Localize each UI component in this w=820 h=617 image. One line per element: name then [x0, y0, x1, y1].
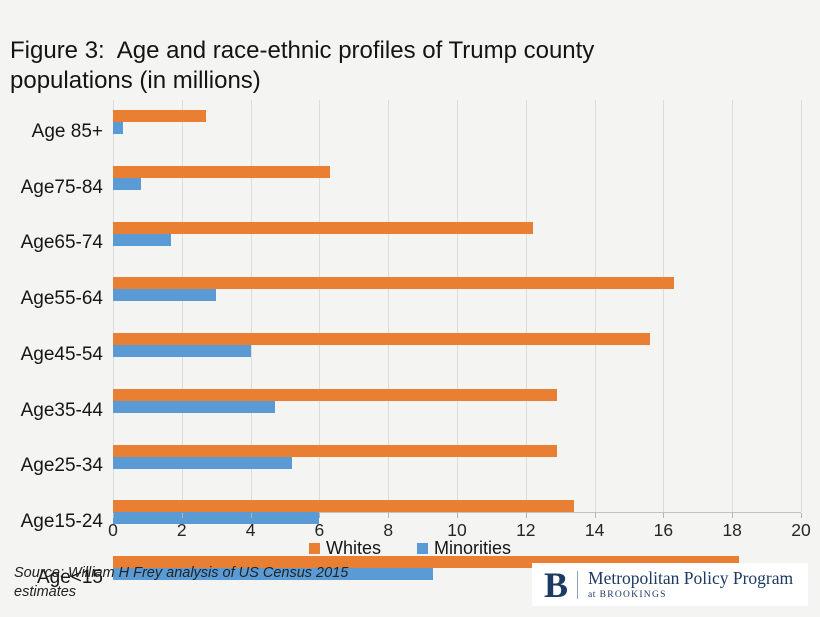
- source-note: Source: William H Frey analysis of US Ce…: [14, 565, 349, 600]
- brookings-b-icon: B: [544, 564, 569, 605]
- bar-rows: Age 85+ Age75-84 Age65-74 Age55-64 Age45-54 A…: [21, 100, 801, 588]
- legend-item-minorities: Minorities: [416, 538, 512, 559]
- bar-whites: [113, 388, 557, 401]
- minorities-swatch-icon: [416, 543, 428, 554]
- x-tick-mark: [594, 513, 596, 518]
- whites-swatch-icon: [308, 543, 320, 554]
- x-axis: 0 2 4 6 8 10 12 14 16 18 20: [108, 512, 811, 542]
- bar-minorities: [113, 400, 275, 413]
- bar-whites: [113, 110, 206, 122]
- bar-whites: [113, 221, 533, 234]
- plot-area: Age 85+ Age75-84 Age65-74 Age55-64 Age45-54 A…: [21, 100, 802, 588]
- x-tick-label: 0: [108, 520, 118, 540]
- category-label: Age45-54: [20, 344, 103, 366]
- legend-item-whites: Whites: [308, 538, 381, 559]
- x-tick-label: 14: [584, 520, 605, 540]
- logo-divider: [577, 570, 579, 599]
- bar-minorities: [113, 289, 217, 302]
- bar-minorities: [113, 122, 124, 134]
- x-tick-mark: [663, 513, 665, 518]
- category-row: Age75-84: [21, 165, 801, 212]
- x-tick-mark: [457, 513, 458, 518]
- bar-whites: [113, 444, 557, 457]
- brookings-logo: B Metropolitan Policy Program at BROOKIN…: [532, 563, 808, 606]
- category-row: Age15-24: [21, 500, 801, 546]
- bar-minorities: [113, 512, 320, 525]
- category-label: Age 85+: [31, 120, 103, 142]
- category-row: Age35-44: [21, 388, 801, 435]
- bar-minorities: [113, 345, 251, 358]
- x-tick-label: 12: [516, 520, 536, 540]
- x-tick-mark: [801, 513, 802, 518]
- x-tick-mark: [250, 513, 252, 518]
- x-tick-label: 8: [383, 520, 394, 540]
- logo-at: at: [588, 589, 596, 600]
- category-row: Age25-34: [21, 444, 801, 491]
- gridline: [457, 100, 458, 512]
- bar-minorities: [113, 456, 292, 469]
- gridline: [594, 100, 596, 512]
- x-tick-label: 2: [176, 520, 187, 540]
- category-row: Age 85+: [32, 110, 801, 156]
- bar-whites: [113, 333, 650, 346]
- category-label: Age25-34: [20, 455, 103, 477]
- bar-minorities: [113, 177, 141, 190]
- x-tick-label: 20: [791, 520, 811, 540]
- x-tick-label: 6: [314, 520, 325, 540]
- gridline: [113, 100, 114, 512]
- logo-brookings: BROOKINGS: [599, 589, 667, 600]
- x-tick-label: 4: [245, 520, 256, 540]
- category-row: Age65-74: [21, 221, 801, 268]
- legend-label: Whites: [325, 538, 381, 558]
- gridline: [525, 100, 527, 512]
- x-tick-mark: [319, 513, 321, 518]
- category-row: Age55-64: [21, 277, 801, 323]
- logo-text: Metropolitan Policy Program at BROOKINGS: [588, 568, 794, 600]
- bar-minorities: [113, 568, 433, 581]
- category-label: Age55-64: [20, 288, 103, 310]
- x-tick-mark: [181, 513, 183, 518]
- category-label: Age75-84: [20, 176, 103, 198]
- legend-label: Minorities: [433, 538, 512, 558]
- x-tick-label: 16: [653, 520, 674, 540]
- x-tick-mark: [732, 513, 734, 518]
- gridline: [801, 100, 802, 512]
- logo-subtitle: at BROOKINGS: [588, 590, 793, 600]
- bar-whites: [113, 500, 574, 513]
- logo-program-name: Metropolitan Policy Program: [588, 568, 794, 589]
- gridline: [250, 100, 252, 512]
- bar-whites: [113, 165, 330, 178]
- gridline: [732, 100, 734, 512]
- gridline: [181, 100, 183, 512]
- x-tick-label: 18: [722, 520, 742, 540]
- category-row: Age45-54: [21, 333, 801, 379]
- x-tick-label: 10: [447, 520, 467, 540]
- x-tick-mark: [525, 513, 527, 518]
- bar-minorities: [113, 233, 172, 246]
- category-label: Age<15: [36, 567, 103, 589]
- chart-title: Figure 3: Age and race-ethnic profiles o…: [10, 37, 601, 95]
- x-tick-mark: [388, 513, 390, 518]
- gridline: [319, 100, 321, 512]
- gridline: [663, 100, 665, 512]
- bar-whites: [113, 277, 674, 290]
- x-tick-mark: [113, 513, 114, 518]
- category-label: Age65-74: [20, 232, 103, 254]
- gridline: [388, 100, 390, 512]
- category-label: Age35-44: [20, 399, 103, 421]
- legend: Whites Minorities: [0, 538, 820, 559]
- category-label: Age15-24: [20, 511, 103, 533]
